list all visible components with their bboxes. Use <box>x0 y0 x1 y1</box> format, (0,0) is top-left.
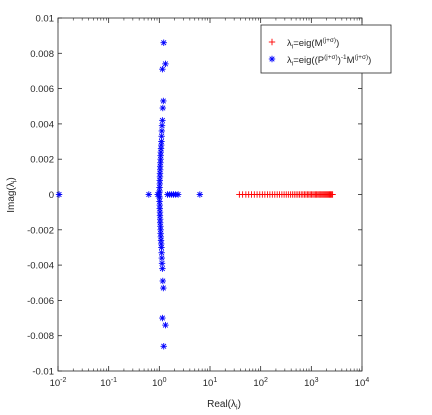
y-tick-label: 0.008 <box>30 49 54 60</box>
y-tick-label: -0.01 <box>32 367 54 378</box>
x-axis: 10-2 10-1 100 101 102 103 104 <box>50 18 370 389</box>
x-tick-label: 104 <box>355 377 370 389</box>
y-tick-label: 0.004 <box>30 119 54 130</box>
legend-label-eq: =eig((P <box>293 55 324 66</box>
x-axis-label: Real(λi) <box>207 399 241 412</box>
x-tick-label: 102 <box>253 377 268 389</box>
legend-label-sup: (j+σ) <box>324 54 338 61</box>
data-point-eig-pm <box>159 65 166 73</box>
data-point-eig-pm <box>196 191 204 198</box>
y-tick-label: 0.002 <box>30 155 54 166</box>
y-tick-label: -0.004 <box>27 261 54 272</box>
data-point-eig-pm <box>160 97 167 105</box>
y-tick-label: -0.006 <box>27 296 54 307</box>
legend-label-eq: =eig(M <box>293 38 322 49</box>
legend-label-sup3: (j+σ) <box>355 54 369 61</box>
y-tick-label: -0.002 <box>27 225 54 236</box>
legend-label-close: ) <box>368 55 371 66</box>
data-point-eig-pm <box>145 191 153 198</box>
legend-star-icon <box>268 55 276 63</box>
legend-box <box>260 24 392 74</box>
legend-label-close: ) <box>336 38 339 49</box>
data-point-eig-pm <box>157 223 164 230</box>
y-tick-label: 0 <box>49 190 54 201</box>
data-point-eig-m <box>329 191 336 198</box>
legend-label-eig-pm: λi=eig((P(j+σ))-1M(j+σ)) <box>287 54 371 68</box>
legend-plus-icon <box>268 38 276 46</box>
legend-marker-star <box>268 55 276 63</box>
legend-entry-eig-m: λi=eig(M(j+σ)) <box>268 37 339 51</box>
y-tick-label: 0.01 <box>36 14 55 25</box>
legend-entry-eig-pm: λi=eig((P(j+σ))-1M(j+σ)) <box>268 54 371 68</box>
legend-label-sup: (j+σ) <box>323 37 337 44</box>
x-tick-label: 100 <box>152 377 167 389</box>
legend-label-eig-m: λi=eig(M(j+σ)) <box>287 37 339 51</box>
data-point-eig-pm <box>156 180 163 188</box>
data-point-eig-pm <box>162 60 169 68</box>
legend-marker-plus <box>268 38 276 46</box>
y-axis-label: Imag(λi) <box>6 177 19 212</box>
data-point-eig-pm <box>158 260 166 267</box>
legend-label-lambda: λ <box>287 38 292 49</box>
x-tick-label: 10-1 <box>100 377 117 389</box>
data-point-eig-pm <box>159 277 166 285</box>
legend-label-sub: i <box>292 44 293 51</box>
data-points-layer <box>55 39 336 350</box>
legend-label-sub: i <box>292 61 293 68</box>
data-point-eig-pm <box>162 321 169 329</box>
legend-label-lambda: λ <box>287 55 292 66</box>
y-tick-label: -0.008 <box>27 331 54 342</box>
data-point-eig-pm <box>158 122 166 129</box>
x-tick-label: 103 <box>304 377 319 389</box>
data-point-eig-pm <box>174 191 182 198</box>
legend-label-m: M <box>347 55 355 66</box>
y-tick-label: 0.006 <box>30 84 54 95</box>
data-point-eig-pm <box>160 39 167 46</box>
y-axis: 0.01 0.008 0.006 0.004 0.002 0 -0.002 -0.004 -0.… <box>27 14 362 378</box>
legend-label-sup2: -1 <box>341 54 347 61</box>
data-point-eig-pm <box>159 117 166 124</box>
legend-label-mid: ) <box>338 55 341 66</box>
x-tick-label: 10-2 <box>50 377 67 389</box>
data-point-eig-pm <box>159 314 166 322</box>
data-point-eig-pm <box>156 193 163 200</box>
data-point-eig-pm <box>160 284 167 292</box>
data-point-eig-pm <box>55 191 63 198</box>
data-point-eig-pm <box>159 104 166 112</box>
x-tick-label: 101 <box>203 377 218 389</box>
data-point-eig-pm <box>160 343 167 350</box>
legend: λi=eig(M(j+σ)) λi=eig((P(j+σ))-1M(j+σ)) <box>260 24 392 74</box>
